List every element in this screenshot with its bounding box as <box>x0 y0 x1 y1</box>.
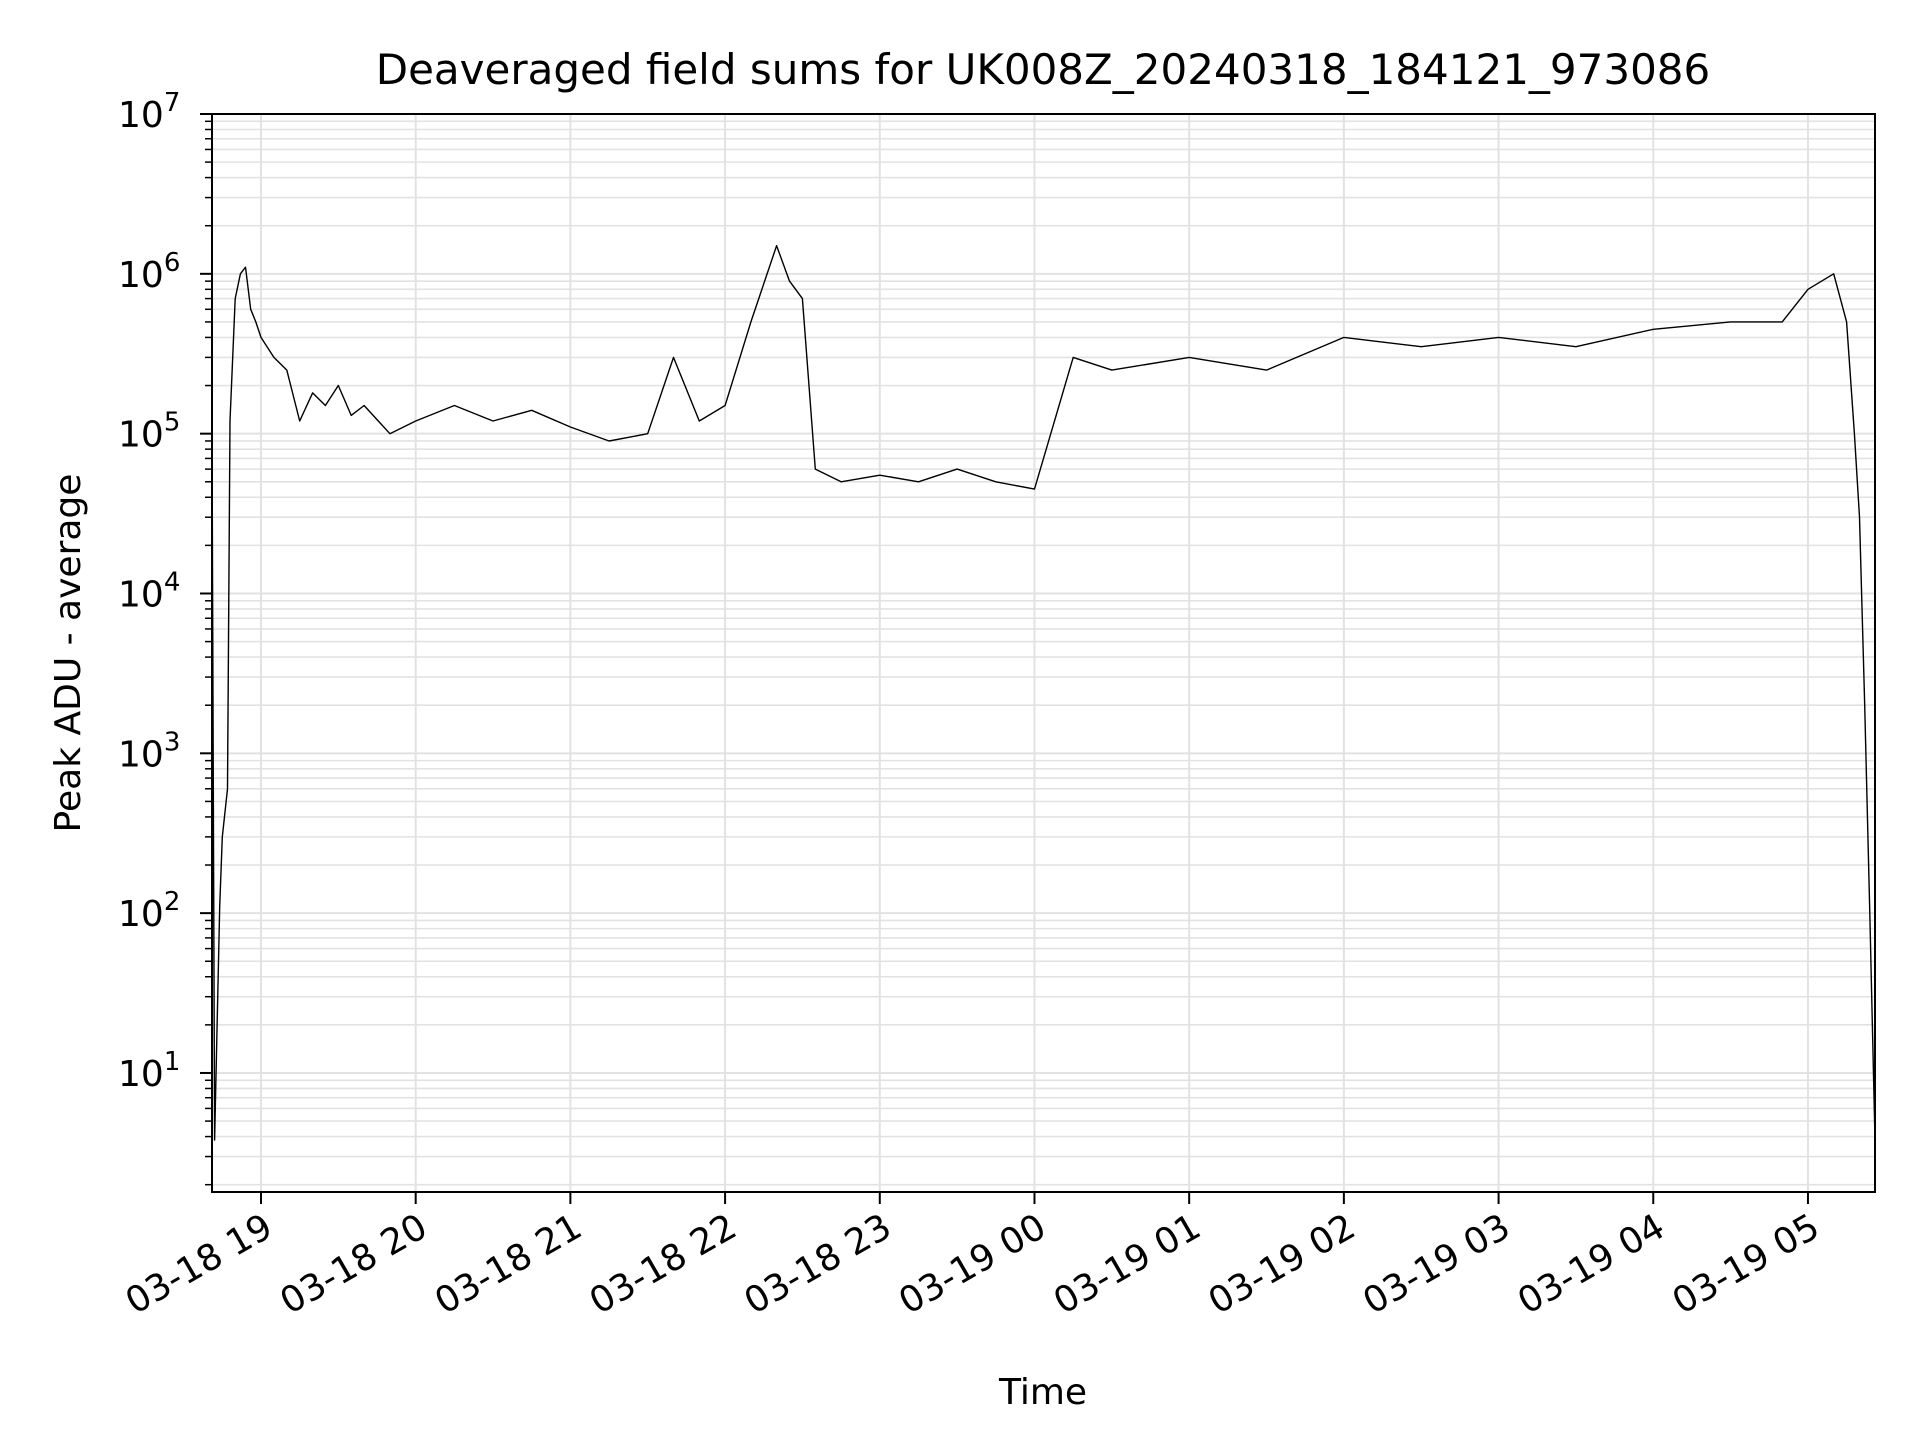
y-tick-label-exponent: 3 <box>164 727 181 757</box>
y-tick-label: 106 <box>118 248 180 296</box>
series-layer <box>211 245 1876 1141</box>
y-tick-label-exponent: 1 <box>164 1047 181 1077</box>
y-tick-label-exponent: 4 <box>164 567 181 597</box>
series-line <box>211 245 1876 1141</box>
y-tick-label: 102 <box>118 887 180 935</box>
y-tick-label-base: 10 <box>118 734 164 775</box>
x-axis-label: Time <box>998 1372 1087 1413</box>
chart-title: Deaveraged field sums for UK008Z_2024031… <box>376 45 1711 94</box>
y-tick-label-exponent: 2 <box>164 887 181 917</box>
y-tick-label-base: 10 <box>118 415 164 456</box>
y-tick-label: 101 <box>118 1047 180 1095</box>
y-tick-label-exponent: 6 <box>164 248 181 278</box>
y-tick-label-base: 10 <box>118 894 164 935</box>
plot-frame <box>211 113 1876 1193</box>
y-tick-label: 103 <box>118 727 180 775</box>
grid-lines <box>212 113 1875 1192</box>
y-tick-label: 107 <box>118 88 180 136</box>
y-tick-label-base: 10 <box>118 574 164 615</box>
y-tick-label: 104 <box>118 567 180 615</box>
y-axis-label: Peak ADU - average <box>48 474 89 833</box>
y-tick-label-base: 10 <box>118 95 164 136</box>
y-tick-label: 105 <box>118 408 180 456</box>
y-tick-label-base: 10 <box>118 1054 164 1095</box>
y-tick-label-exponent: 7 <box>164 88 181 118</box>
y-tick-label-exponent: 5 <box>164 408 181 438</box>
y-tick-label-base: 10 <box>118 255 164 296</box>
